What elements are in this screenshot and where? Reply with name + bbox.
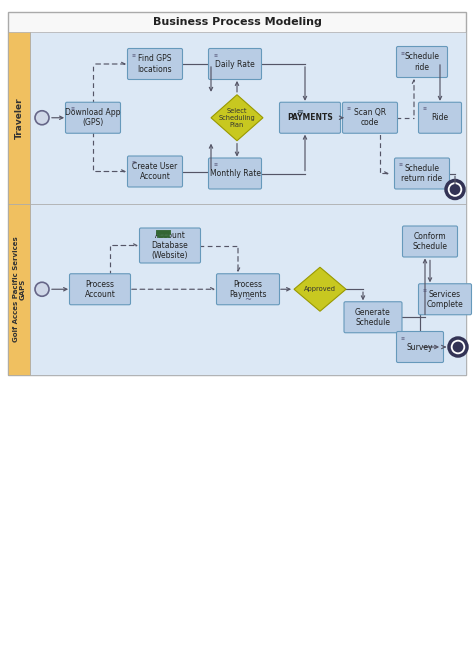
Text: ≡: ≡ xyxy=(297,108,303,116)
Text: ≡: ≡ xyxy=(70,107,74,112)
FancyBboxPatch shape xyxy=(8,204,30,375)
FancyBboxPatch shape xyxy=(30,32,466,204)
FancyBboxPatch shape xyxy=(128,156,182,187)
Circle shape xyxy=(453,341,464,353)
Text: Daily Rate: Daily Rate xyxy=(215,59,255,69)
FancyBboxPatch shape xyxy=(396,331,444,363)
Text: Approved: Approved xyxy=(304,287,336,293)
FancyBboxPatch shape xyxy=(128,49,182,79)
FancyBboxPatch shape xyxy=(344,302,402,333)
Text: Services
Complete: Services Complete xyxy=(427,289,464,309)
FancyBboxPatch shape xyxy=(343,102,398,133)
Text: Ride: Ride xyxy=(431,114,448,122)
FancyBboxPatch shape xyxy=(419,102,462,133)
Text: ≡: ≡ xyxy=(423,289,427,293)
FancyBboxPatch shape xyxy=(280,102,340,133)
Text: ~: ~ xyxy=(245,295,252,304)
Text: ≡: ≡ xyxy=(213,162,217,168)
Text: ≡: ≡ xyxy=(423,107,427,112)
Polygon shape xyxy=(294,267,346,311)
Text: PAYMENTS: PAYMENTS xyxy=(287,114,333,122)
Circle shape xyxy=(35,283,49,296)
FancyBboxPatch shape xyxy=(394,158,449,189)
FancyBboxPatch shape xyxy=(8,12,466,375)
Text: Survey: Survey xyxy=(407,343,433,351)
Circle shape xyxy=(35,111,49,125)
Text: Golf Acces Pacific Services
GAPS: Golf Acces Pacific Services GAPS xyxy=(12,236,26,342)
Circle shape xyxy=(449,338,467,356)
FancyBboxPatch shape xyxy=(402,226,457,257)
Circle shape xyxy=(446,180,464,198)
Text: ≡: ≡ xyxy=(347,107,351,112)
Text: Download App
(GPS): Download App (GPS) xyxy=(65,108,121,128)
FancyBboxPatch shape xyxy=(8,32,30,204)
Text: Process
Payments: Process Payments xyxy=(229,279,267,299)
Text: Schedule
ride: Schedule ride xyxy=(404,52,439,71)
FancyBboxPatch shape xyxy=(217,274,280,305)
Text: Select
Scheduling
Plan: Select Scheduling Plan xyxy=(219,108,255,128)
Text: Find GPS
locations: Find GPS locations xyxy=(137,54,173,73)
Circle shape xyxy=(450,184,460,195)
Text: Schedule
return ride: Schedule return ride xyxy=(401,164,443,183)
Text: Create User
Account: Create User Account xyxy=(132,162,178,181)
Text: ≡: ≡ xyxy=(399,162,403,168)
Text: Process
Account: Process Account xyxy=(84,279,116,299)
Text: ≡: ≡ xyxy=(401,336,405,341)
Text: Generate
Schedule: Generate Schedule xyxy=(355,307,391,327)
FancyBboxPatch shape xyxy=(139,228,201,263)
Text: Scan QR
code: Scan QR code xyxy=(354,108,386,128)
Text: ≡: ≡ xyxy=(213,53,217,58)
FancyBboxPatch shape xyxy=(65,102,120,133)
Text: Traveler: Traveler xyxy=(15,97,24,138)
FancyBboxPatch shape xyxy=(396,47,447,77)
FancyBboxPatch shape xyxy=(30,204,466,375)
Text: ≡: ≡ xyxy=(132,53,136,58)
Text: Business Process Modeling: Business Process Modeling xyxy=(153,17,321,27)
Text: Monthly Rate: Monthly Rate xyxy=(210,169,261,178)
FancyBboxPatch shape xyxy=(419,284,472,315)
FancyBboxPatch shape xyxy=(209,158,262,189)
Text: ≡: ≡ xyxy=(401,51,405,56)
FancyBboxPatch shape xyxy=(209,49,262,79)
Text: Account
Database
(Website): Account Database (Website) xyxy=(152,230,188,261)
FancyBboxPatch shape xyxy=(70,274,130,305)
Polygon shape xyxy=(211,95,263,141)
Text: Conform
Schedule: Conform Schedule xyxy=(412,232,447,251)
Text: ≡: ≡ xyxy=(132,160,136,166)
